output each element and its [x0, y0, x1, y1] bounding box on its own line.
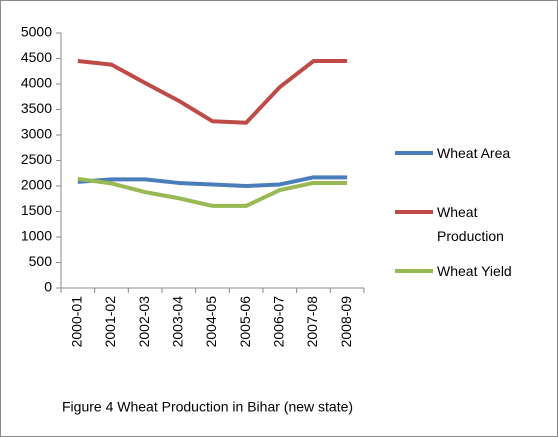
x-tick-label: 2005-06	[237, 296, 253, 348]
series-line	[77, 59, 348, 125]
legend-label: Wheat Yield	[437, 263, 512, 279]
y-tick-label: 1500	[21, 202, 52, 218]
x-tick-label: 2008-09	[338, 296, 354, 348]
y-tick-label: 3000	[21, 126, 52, 142]
legend-label: Wheat Production	[437, 204, 504, 244]
caption: Figure 4 Wheat Production in Bihar (new …	[62, 399, 353, 415]
y-tick-label: 2000	[21, 177, 52, 193]
y-tick-label: 4000	[21, 75, 52, 91]
x-tick-label: 2002-03	[136, 296, 152, 348]
y-tick-label: 500	[29, 253, 53, 269]
y-tick-label: 1000	[21, 228, 52, 244]
y-tick-label: 0	[44, 279, 52, 295]
y-tick-label: 3500	[21, 100, 52, 116]
x-tick-label: 2006-07	[271, 296, 287, 348]
series-line	[77, 176, 348, 208]
x-tick-label: 2001-02	[102, 296, 118, 348]
legend-label: Wheat Area	[437, 145, 511, 161]
x-tick-label: 2004-05	[203, 296, 219, 348]
x-tick-label: 2007-08	[304, 296, 320, 348]
y-tick-label: 4500	[21, 49, 52, 65]
y-tick-label: 2500	[21, 151, 52, 167]
y-tick-label: 5000	[21, 24, 52, 40]
series-line	[77, 175, 348, 188]
x-tick-label: 2000-01	[69, 296, 85, 348]
x-tick-label: 2003-04	[170, 296, 186, 348]
